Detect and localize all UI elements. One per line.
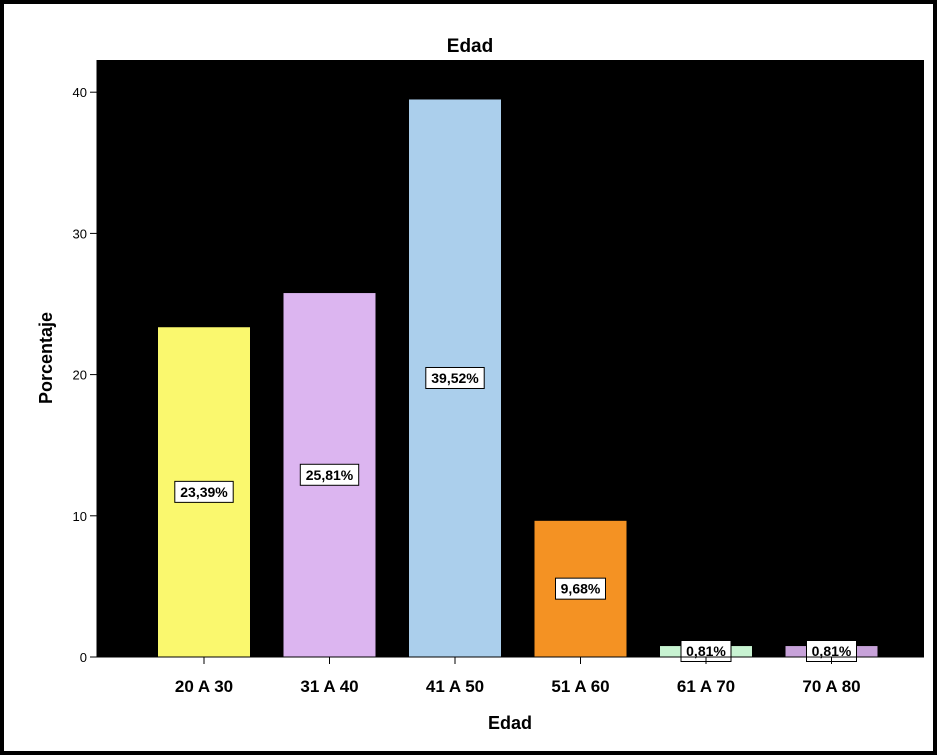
x-tick-label: 20 A 30: [175, 677, 233, 696]
data-label-box: [174, 480, 234, 503]
data-label: 0,81%: [812, 643, 852, 659]
x-tick-label: 51 A 60: [551, 677, 609, 696]
x-tick-label: 70 A 80: [802, 677, 860, 696]
x-axis-title: Edad: [488, 713, 532, 733]
data-label-box: [555, 577, 606, 600]
y-tick-label: 10: [73, 509, 87, 524]
data-label: 23,39%: [180, 484, 228, 500]
x-tick-label: 61 A 70: [677, 677, 735, 696]
data-label: 25,81%: [306, 467, 354, 483]
data-label: 0,81%: [686, 643, 726, 659]
data-label-box: [299, 463, 360, 486]
y-tick-label: 0: [80, 650, 87, 665]
y-tick-label: 40: [73, 85, 87, 100]
x-axis: 20 A 30 31 A 40 41 A 50 51 A 60 61 A 70 70 A …: [97, 656, 924, 696]
x-tick-label: 41 A 50: [426, 677, 484, 696]
y-tick-label: 20: [73, 368, 87, 383]
x-tick-label: 31 A 40: [300, 677, 358, 696]
data-label: 39,52%: [431, 370, 479, 386]
bars: [157, 98, 879, 658]
data-label: 9,68%: [561, 581, 601, 597]
chart-title: Edad: [447, 36, 493, 57]
data-label-box: [425, 366, 485, 389]
y-axis-title: Porcentaje: [36, 312, 56, 404]
y-axis: 0 10 20 30 40: [73, 60, 98, 665]
y-tick-label: 30: [73, 226, 87, 241]
